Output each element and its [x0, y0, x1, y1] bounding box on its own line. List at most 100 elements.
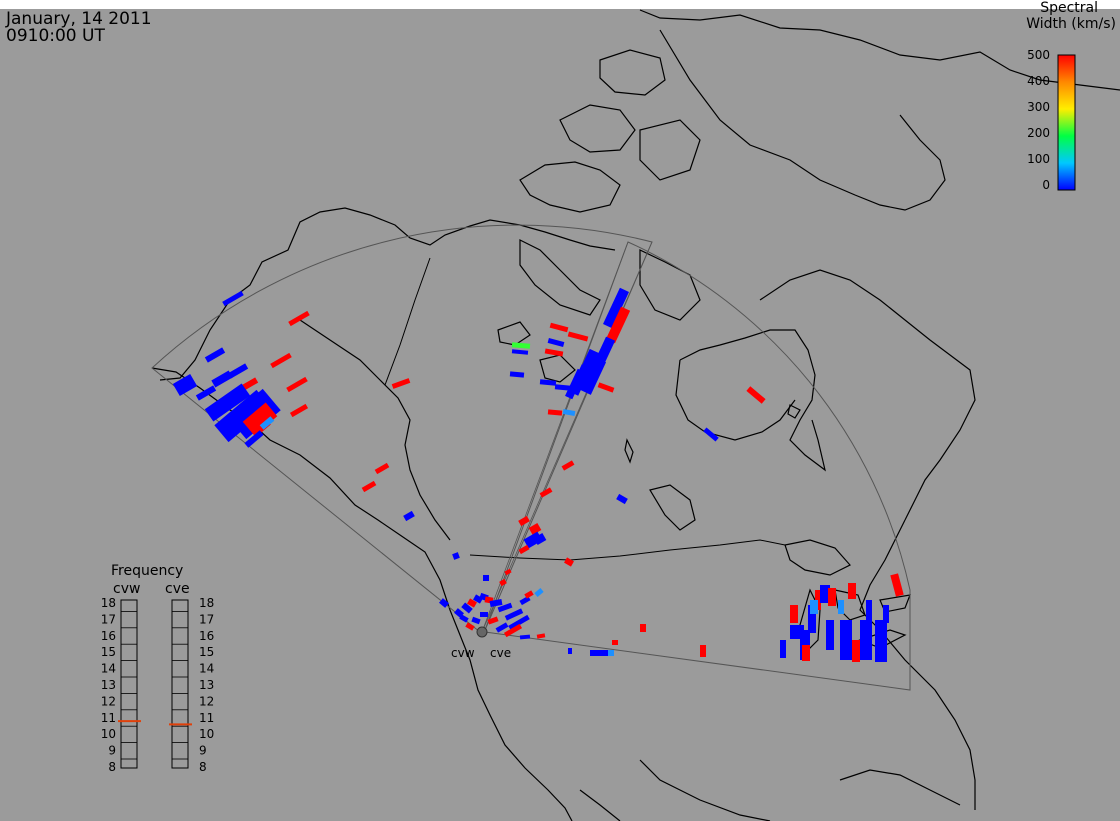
- backscatter-cell: [820, 585, 830, 603]
- backscatter-cell: [746, 386, 766, 404]
- frequency-tick-left: 12: [101, 694, 116, 708]
- backscatter-cell: [890, 573, 904, 597]
- backscatter-cell: [511, 342, 531, 349]
- backscatter-cell: [528, 523, 542, 535]
- backscatter-cell: [489, 599, 503, 607]
- backscatter-cell: [840, 620, 852, 660]
- colorbar-gradient: [1057, 54, 1076, 191]
- radar-site-marker: [476, 626, 488, 638]
- hudson-bay-coast: [679, 329, 826, 472]
- backscatter-cell: [467, 598, 477, 608]
- backscatter-cell: [700, 645, 706, 657]
- frequency-tick-left: 16: [101, 629, 116, 643]
- backscatter-cell: [605, 306, 631, 344]
- backscatter-cell: [852, 640, 860, 662]
- backscatter-cell: [828, 588, 836, 606]
- backscatter-cell: [866, 600, 872, 624]
- backscatter-cell: [286, 376, 308, 393]
- backscatter-cell: [536, 633, 546, 639]
- colorbar-tick-label: 100: [1027, 152, 1050, 166]
- backscatter-cell: [465, 622, 475, 631]
- backscatter-cell: [808, 605, 816, 633]
- backscatter-cell: [471, 616, 481, 625]
- backscatter-cell: [503, 623, 523, 638]
- backscatter-cell: [565, 368, 585, 400]
- backscatter-cell: [564, 557, 574, 567]
- backscatter-cell: [597, 382, 615, 393]
- atlantic-coast: [859, 519, 976, 810]
- cvw-fov: [151, 224, 653, 633]
- backscatter-cell: [703, 427, 719, 442]
- arctic-island-3: [599, 49, 666, 96]
- backscatter-cell: [539, 487, 553, 498]
- backscatter-cell: [561, 460, 575, 471]
- frequency-tick-right: 12: [199, 694, 214, 708]
- colorbar-ticks: 500 400 300 200 100 0: [1027, 48, 1050, 192]
- backscatter-cell: [508, 614, 530, 631]
- backscatter-cell: [567, 331, 589, 342]
- cve-fov: [484, 241, 911, 691]
- backscatter-cell: [452, 552, 460, 560]
- backscatter-cell: [568, 648, 572, 654]
- backscatter-cell: [172, 373, 198, 397]
- frequency-tick-left: 11: [101, 711, 116, 725]
- backscatter-cell: [790, 605, 798, 623]
- frequency-tick-right: 13: [199, 678, 214, 692]
- frequency-tick-left: 9: [108, 744, 116, 758]
- radar-fov: [151, 224, 911, 691]
- backscatter-cell: [459, 614, 469, 623]
- frequency-tick-right: 17: [199, 612, 214, 626]
- backscatter-cell: [579, 357, 607, 395]
- frequency-column-cvw: [120, 599, 138, 769]
- frequency-tick-left: 15: [101, 645, 116, 659]
- baffin-south: [639, 249, 701, 321]
- backscatter-cell: [848, 583, 856, 599]
- us-canada-border: [469, 539, 786, 561]
- colorbar-tick-label: 0: [1042, 178, 1050, 192]
- backscatter-cell: [204, 383, 251, 422]
- backscatter-cell: [361, 480, 377, 493]
- backscatter-cell: [802, 645, 810, 661]
- frequency-tick-left: 13: [101, 678, 116, 692]
- frequency-tick-left: 17: [101, 612, 116, 626]
- backscatter-cell: [780, 640, 786, 658]
- frequency-tick-right: 11: [199, 711, 214, 725]
- time-label: 0910:00 UT: [6, 26, 105, 46]
- frequency-tick-right: 9: [199, 744, 207, 758]
- backscatter-cell: [242, 402, 278, 436]
- backscatter-cell: [608, 650, 614, 656]
- frequency-scale: 18 18 17 17 16 16 15 15 14 14 13 13 12 12 11 11 10 10 9 9 8 8: [101, 596, 215, 774]
- hudson-bay-south: [675, 359, 796, 441]
- labrador-coast: [759, 269, 976, 521]
- backscatter-cell: [461, 602, 473, 614]
- backscatter-cell: [533, 533, 547, 545]
- backscatter-cell: [547, 409, 563, 416]
- backscatter-cell: [374, 462, 390, 475]
- backscatter-cell: [473, 594, 483, 604]
- backscatter-cell: [204, 347, 226, 363]
- baja: [579, 789, 621, 821]
- frequency-tick-right: 15: [199, 645, 214, 659]
- radar-label-cvw: cvw: [451, 646, 475, 660]
- frequency-panel: Frequency cvw cve 18 18 17 17 16 16 15 15 14 14 13…: [101, 563, 215, 774]
- frequency-tick-left: 8: [108, 760, 116, 774]
- frequency-tick-right: 16: [199, 629, 214, 643]
- backscatter-cells: [172, 241, 904, 662]
- frequency-tick-right: 14: [199, 662, 214, 676]
- backscatter-cell: [480, 612, 488, 617]
- colorbar-tick-label: 200: [1027, 126, 1050, 140]
- small-lake: [624, 438, 634, 464]
- backscatter-cell: [590, 650, 612, 656]
- backscatter-cell: [518, 515, 530, 527]
- colorbar-tick-label: 500: [1027, 48, 1050, 62]
- backscatter-cell: [810, 600, 818, 614]
- backscatter-cell: [539, 379, 557, 386]
- beam-line: [481, 241, 629, 633]
- backscatter-cell: [547, 338, 565, 347]
- colorbar-title-line1: Spectral: [1040, 0, 1098, 16]
- arctic-coastline: [229, 207, 616, 301]
- frequency-label-cve: cve: [165, 581, 190, 597]
- backscatter-cell: [270, 352, 292, 369]
- backscatter-cell: [875, 620, 887, 662]
